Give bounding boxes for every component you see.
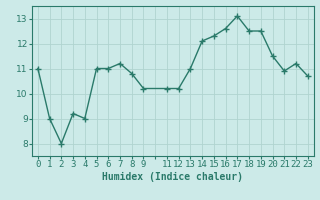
X-axis label: Humidex (Indice chaleur): Humidex (Indice chaleur) — [102, 172, 243, 182]
